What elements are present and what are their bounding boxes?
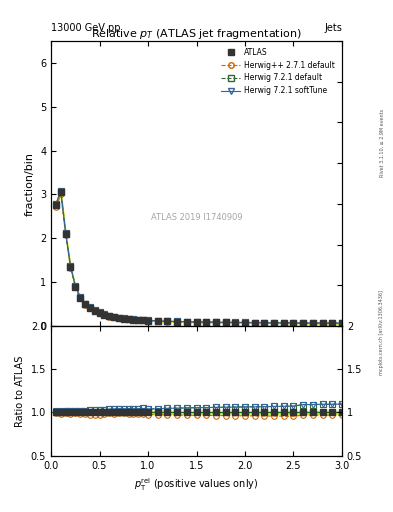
Legend: ATLAS, Herwig++ 2.7.1 default, Herwig 7.2.1 default, Herwig 7.2.1 softTune: ATLAS, Herwig++ 2.7.1 default, Herwig 7.… (218, 45, 338, 98)
Text: 13000 GeV pp: 13000 GeV pp (51, 23, 121, 33)
Title: Relative $p_T$ (ATLAS jet fragmentation): Relative $p_T$ (ATLAS jet fragmentation) (91, 27, 302, 41)
Text: ATLAS 2019 I1740909: ATLAS 2019 I1740909 (151, 213, 242, 222)
X-axis label: $p_{\mathrm{T}}^{\mathrm{rel}}$ (positive values only): $p_{\mathrm{T}}^{\mathrm{rel}}$ (positiv… (134, 476, 259, 493)
Text: Rivet 3.1.10, ≥ 2.9M events: Rivet 3.1.10, ≥ 2.9M events (380, 109, 384, 178)
Y-axis label: Ratio to ATLAS: Ratio to ATLAS (15, 355, 25, 426)
Text: mcplots.cern.ch [arXiv:1306.3436]: mcplots.cern.ch [arXiv:1306.3436] (380, 290, 384, 375)
Y-axis label: fraction/bin: fraction/bin (24, 152, 35, 216)
Text: Jets: Jets (324, 23, 342, 33)
